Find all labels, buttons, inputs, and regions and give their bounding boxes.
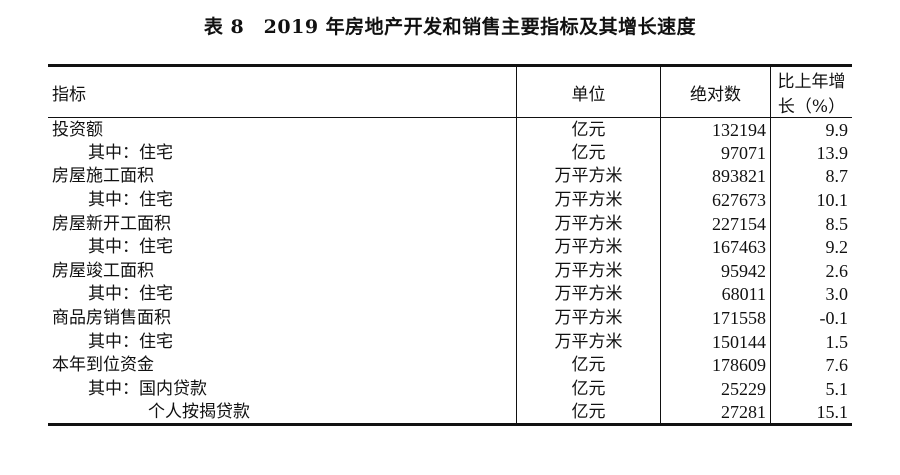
table-row: 其中：住宅 万平方米 68011 3.0 — [48, 282, 852, 307]
data-table: 指标 单位 绝对数 比上年增长（%） 投资额 亿元 132194 9.9 其中：住宅 亿元… — [48, 64, 852, 426]
unit-cell: 亿元 — [516, 377, 661, 401]
table-row: 其中：住宅 万平方米 150144 1.5 — [48, 329, 852, 354]
table-row: 房屋新开工面积 万平方米 227154 8.5 — [48, 211, 852, 236]
indicator-cell: 本年到位资金 — [52, 355, 154, 376]
value-cell: 627673 — [660, 188, 771, 212]
value-cell: 68011 — [660, 282, 771, 307]
value-cell: 150144 — [660, 329, 771, 354]
unit-cell: 亿元 — [516, 353, 661, 378]
value-cell: 167463 — [660, 235, 771, 260]
table-row: 本年到位资金 亿元 178609 7.6 — [48, 353, 852, 378]
header-indicator: 指标 — [52, 84, 86, 105]
table-title: 表 8 2019 年房地产开发和销售主要指标及其增长速度 — [203, 16, 697, 38]
table-row: 其中：住宅 亿元 97071 13.9 — [48, 141, 852, 165]
growth-cell: 9.2 — [770, 235, 852, 260]
header-growth: 比上年增长（%） — [770, 65, 852, 118]
growth-cell: 3.0 — [770, 282, 852, 307]
indicator-cell: 其中：国内贷款 — [88, 378, 207, 399]
unit-cell: 万平方米 — [516, 164, 661, 189]
indicator-cell: 其中：住宅 — [88, 142, 173, 163]
unit-cell: 万平方米 — [516, 211, 661, 236]
value-cell: 132194 — [660, 117, 771, 142]
indicator-cell: 商品房销售面积 — [52, 308, 171, 329]
indicator-cell: 房屋竣工面积 — [52, 260, 154, 281]
unit-cell: 亿元 — [516, 141, 661, 165]
growth-cell: 2.6 — [770, 259, 852, 283]
table-row: 房屋施工面积 万平方米 893821 8.7 — [48, 164, 852, 189]
header-value: 绝对数 — [660, 65, 771, 118]
growth-cell: 8.5 — [770, 211, 852, 236]
indicator-cell: 房屋新开工面积 — [52, 213, 171, 234]
unit-cell: 亿元 — [516, 400, 661, 425]
growth-cell: 1.5 — [770, 329, 852, 354]
growth-cell: 10.1 — [770, 188, 852, 212]
table-row: 个人按揭贷款 亿元 27281 15.1 — [48, 400, 852, 425]
table-row: 商品房销售面积 万平方米 171558 -0.1 — [48, 306, 852, 330]
growth-cell: 9.9 — [770, 117, 852, 142]
unit-cell: 万平方米 — [516, 259, 661, 283]
indicator-cell: 其中：住宅 — [88, 284, 173, 305]
growth-cell: 13.9 — [770, 141, 852, 165]
table-row: 其中：住宅 万平方米 167463 9.2 — [48, 235, 852, 260]
growth-cell: -0.1 — [770, 306, 852, 330]
indicator-cell: 投资额 — [52, 119, 103, 140]
unit-cell: 万平方米 — [516, 282, 661, 307]
value-cell: 178609 — [660, 353, 771, 378]
header-row: 指标 单位 绝对数 比上年增长（%） — [48, 65, 852, 118]
unit-cell: 亿元 — [516, 117, 661, 142]
table-row: 房屋竣工面积 万平方米 95942 2.6 — [48, 259, 852, 283]
indicator-cell: 其中：住宅 — [88, 190, 173, 211]
value-cell: 95942 — [660, 259, 771, 283]
indicator-cell: 房屋施工面积 — [52, 166, 154, 187]
value-cell: 171558 — [660, 306, 771, 330]
value-cell: 227154 — [660, 211, 771, 236]
table-row: 其中：住宅 万平方米 627673 10.1 — [48, 188, 852, 212]
growth-cell: 5.1 — [770, 377, 852, 401]
value-cell: 97071 — [660, 141, 771, 165]
unit-cell: 万平方米 — [516, 235, 661, 260]
growth-cell: 7.6 — [770, 353, 852, 378]
header-unit: 单位 — [516, 65, 661, 118]
value-cell: 25229 — [660, 377, 771, 401]
table-row: 投资额 亿元 132194 9.9 — [48, 117, 852, 142]
unit-cell: 万平方米 — [516, 329, 661, 354]
growth-cell: 8.7 — [770, 164, 852, 189]
value-cell: 893821 — [660, 164, 771, 189]
indicator-cell: 个人按揭贷款 — [148, 401, 250, 422]
table-row: 其中：国内贷款 亿元 25229 5.1 — [48, 377, 852, 401]
indicator-cell: 其中：住宅 — [88, 331, 173, 352]
indicator-cell: 其中：住宅 — [88, 237, 173, 258]
unit-cell: 万平方米 — [516, 306, 661, 330]
growth-cell: 15.1 — [770, 400, 852, 425]
value-cell: 27281 — [660, 400, 771, 425]
unit-cell: 万平方米 — [516, 188, 661, 212]
